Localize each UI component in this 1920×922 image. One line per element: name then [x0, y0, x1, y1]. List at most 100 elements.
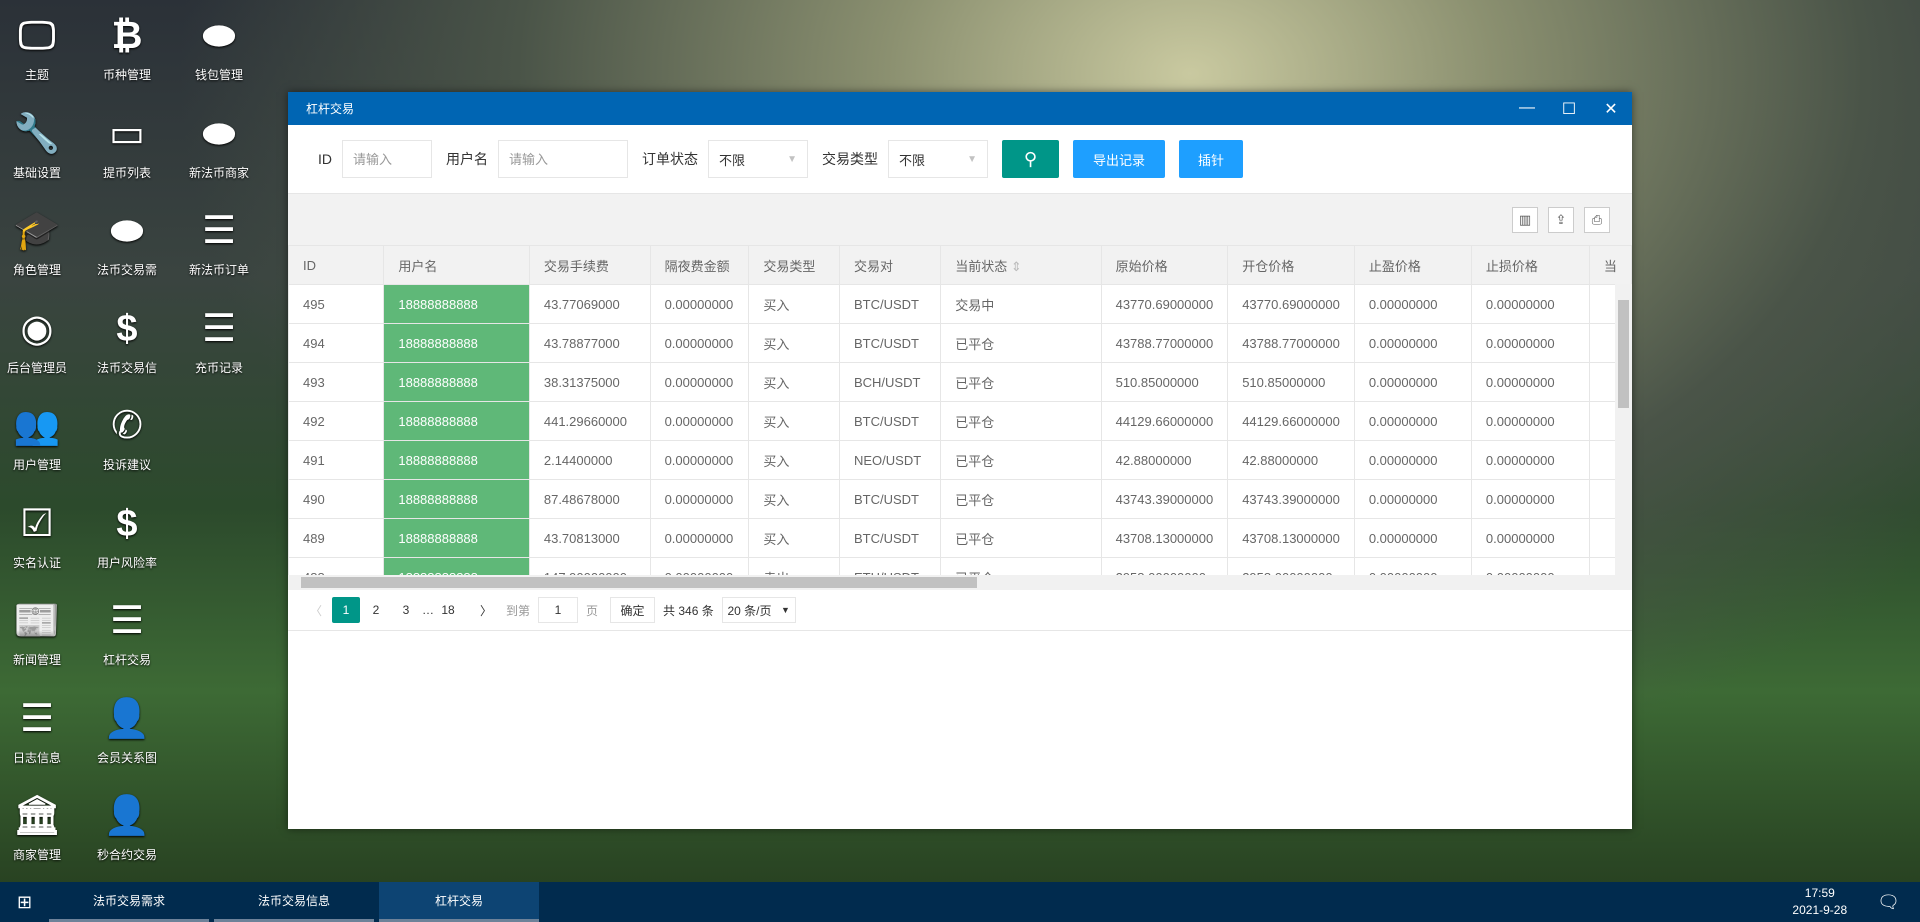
column-header[interactable]: 交易类型 — [748, 245, 840, 285]
desktop-shortcut-label: 投诉建议 — [102, 458, 151, 472]
table-row[interactable]: 495 18888888888 43.77069000 0.00000000 买入 BTC… — [288, 284, 1632, 324]
page-3[interactable]: 3 — [402, 603, 410, 617]
search-button[interactable]: ⚲ — [1002, 140, 1059, 178]
table-row[interactable]: 493 18888888888 38.31375000 0.00000000 买入 BCH… — [288, 362, 1632, 402]
column-header[interactable]: ID — [288, 245, 385, 285]
column-header[interactable]: 交易对 — [838, 245, 942, 285]
table-cell: 43708.13000000 — [1100, 518, 1229, 558]
vertical-scrollbar[interactable] — [1615, 284, 1632, 575]
column-header[interactable]: 交易手续费 — [528, 245, 651, 285]
columns-icon[interactable]: ▥ — [1512, 206, 1538, 233]
trade-type-select[interactable]: 不限 ▼ — [888, 140, 988, 178]
table-cell: 交易中 — [940, 284, 1102, 324]
desktop-shortcut[interactable]: ◉ 后台管理员 — [0, 303, 87, 376]
taskbar-task[interactable]: 法币交易信息 — [214, 882, 374, 922]
table-cell: 87.48678000 — [528, 479, 651, 519]
goto-page-input[interactable]: 1 — [538, 597, 579, 623]
desktop-shortcut[interactable]: 🏛 商家管理 — [0, 790, 87, 863]
column-header[interactable]: 当 — [1588, 245, 1632, 285]
table-row[interactable]: 492 18888888888 441.29660000 0.00000000 买入 BT… — [288, 401, 1632, 441]
print-icon[interactable]: ⎙ — [1584, 206, 1610, 233]
page-size-select[interactable]: 20 条/页 ▼ — [721, 597, 796, 623]
column-header[interactable]: 当前状态 ⇕ — [940, 245, 1102, 285]
column-header[interactable]: 开仓价格 — [1227, 245, 1355, 285]
table-cell: 43.77069000 — [528, 284, 651, 324]
desktop-shortcut-label: 会员关系图 — [96, 750, 157, 765]
column-header[interactable]: 用户名 — [383, 245, 530, 285]
close-icon[interactable]: ✕ — [1604, 100, 1618, 118]
taskbar-task[interactable]: 法币交易需求 — [49, 882, 209, 922]
table-cell: 0.00000000 — [1353, 440, 1472, 480]
prev-page-button[interactable]: 〈 — [309, 603, 322, 618]
export-records-button[interactable]: 导出记录 — [1073, 140, 1165, 178]
minimize-icon[interactable]: — — [1519, 98, 1535, 116]
taskbar-task[interactable]: 杠杆交易 — [379, 882, 539, 922]
desktop-shortcut[interactable]: $ 法币交易信 — [77, 303, 177, 376]
next-page-button[interactable]: 〉 — [479, 603, 492, 618]
desktop-shortcut[interactable]: ⬬ 新法币商家 — [169, 108, 269, 181]
sort-icon[interactable]: ⇕ — [1007, 258, 1022, 274]
page-2[interactable]: 2 — [372, 603, 380, 617]
table-row[interactable]: 490 18888888888 87.48678000 0.00000000 买入 BTC… — [288, 479, 1632, 519]
desktop-shortcut[interactable]: 👤 会员关系图 — [77, 693, 177, 766]
chat-bubble-icon[interactable]: 🗨 — [1877, 891, 1900, 912]
desktop-shortcut[interactable]: ✆ 投诉建议 — [77, 400, 177, 473]
column-header[interactable]: 原始价格 — [1100, 245, 1229, 285]
window-titlebar[interactable]: 杠杆交易 — ☐ ✕ — [288, 92, 1632, 125]
exchange-icon: ⬬ — [110, 210, 144, 252]
table-cell: BTC/USDT — [838, 401, 942, 441]
table-cell: 已平仓 — [940, 323, 1102, 363]
column-header[interactable]: 止盈价格 — [1353, 245, 1472, 285]
table-cell: 44129.66000000 — [1100, 401, 1229, 441]
table-cell: 510.85000000 — [1227, 362, 1355, 402]
table-cell: 43770.69000000 — [1227, 284, 1355, 324]
column-header[interactable]: 隔夜费金额 — [649, 245, 750, 285]
desktop-shortcut[interactable]: ⬬ 钱包管理 — [169, 10, 269, 83]
desktop-shortcut[interactable]: ☰ 新法币订单 — [169, 205, 269, 278]
pin-button[interactable]: 插针 — [1179, 140, 1243, 178]
user-circle-icon: ◉ — [20, 307, 54, 350]
confirm-button[interactable]: 确定 — [610, 597, 656, 623]
desktop-shortcut[interactable]: $ 用户风险率 — [77, 498, 177, 571]
users-icon: 👥 — [13, 405, 61, 447]
desktop-shortcut[interactable]: 📰 新闻管理 — [0, 595, 87, 668]
id-input[interactable] — [342, 140, 432, 178]
table-row[interactable]: 494 18888888888 43.78877000 0.00000000 买入 BTC… — [288, 323, 1632, 363]
table-cell: 43708.13000000 — [1227, 518, 1355, 558]
horizontal-scrollbar[interactable] — [288, 575, 1632, 590]
desktop-shortcut-label: 提币列表 — [102, 165, 151, 180]
desktop-shortcut[interactable]: ☰ 杠杆交易 — [77, 595, 177, 668]
desktop-shortcut-label: 新闻管理 — [12, 653, 61, 667]
export-icon[interactable]: ⇪ — [1548, 206, 1574, 233]
desktop-shortcut-label: 角色管理 — [12, 263, 61, 277]
clock[interactable]: 17:59 2021-9-28 — [1792, 885, 1847, 919]
table-row[interactable]: 489 18888888888 43.70813000 0.00000000 买入 BTC… — [288, 518, 1632, 558]
table-cell: 494 — [288, 323, 385, 363]
order-status-select[interactable]: 不限 ▼ — [708, 140, 808, 178]
table-cell: 43743.39000000 — [1227, 479, 1355, 519]
column-header[interactable]: 止损价格 — [1470, 245, 1590, 285]
desktop-shortcut[interactable]: 🔧 基础设置 — [0, 108, 87, 181]
desktop-shortcut[interactable]: 👥 用户管理 — [0, 400, 87, 473]
desktop-shortcut[interactable]: 🎓 角色管理 — [0, 205, 87, 278]
desktop-shortcut[interactable]: ⬬ 法币交易需 — [77, 205, 177, 278]
windows-icon[interactable]: ⊞ — [16, 891, 33, 912]
page-1[interactable]: 1 — [332, 597, 360, 623]
desktop-shortcut-label: 后台管理员 — [6, 360, 67, 375]
maximize-icon[interactable]: ☐ — [1561, 100, 1577, 118]
table-cell: 18888888888 — [383, 323, 530, 363]
desktop-shortcut[interactable]: ☑ 实名认证 — [0, 498, 87, 571]
desktop-shortcut[interactable]: ₿ 币种管理 — [77, 10, 177, 83]
desktop-shortcut[interactable]: ☰ 充币记录 — [169, 303, 269, 376]
desktop-shortcut[interactable]: ▭ 提币列表 — [77, 108, 177, 181]
desktop-shortcut[interactable]: 🖵 主题 — [0, 10, 87, 83]
table-cell: 0.00000000 — [1470, 323, 1590, 363]
table-cell: BTC/USDT — [838, 284, 942, 324]
table-cell: BTC/USDT — [838, 518, 942, 558]
page-18[interactable]: 18 — [441, 603, 455, 617]
username-input[interactable] — [498, 140, 628, 178]
table-row[interactable]: 491 18888888888 2.14400000 0.00000000 买入 NEO/… — [288, 440, 1632, 480]
desktop-shortcut[interactable]: ☰ 日志信息 — [0, 693, 87, 766]
desktop-shortcut[interactable]: 👤 秒合约交易 — [77, 790, 177, 863]
total-count: 共 346 条 — [663, 603, 714, 618]
